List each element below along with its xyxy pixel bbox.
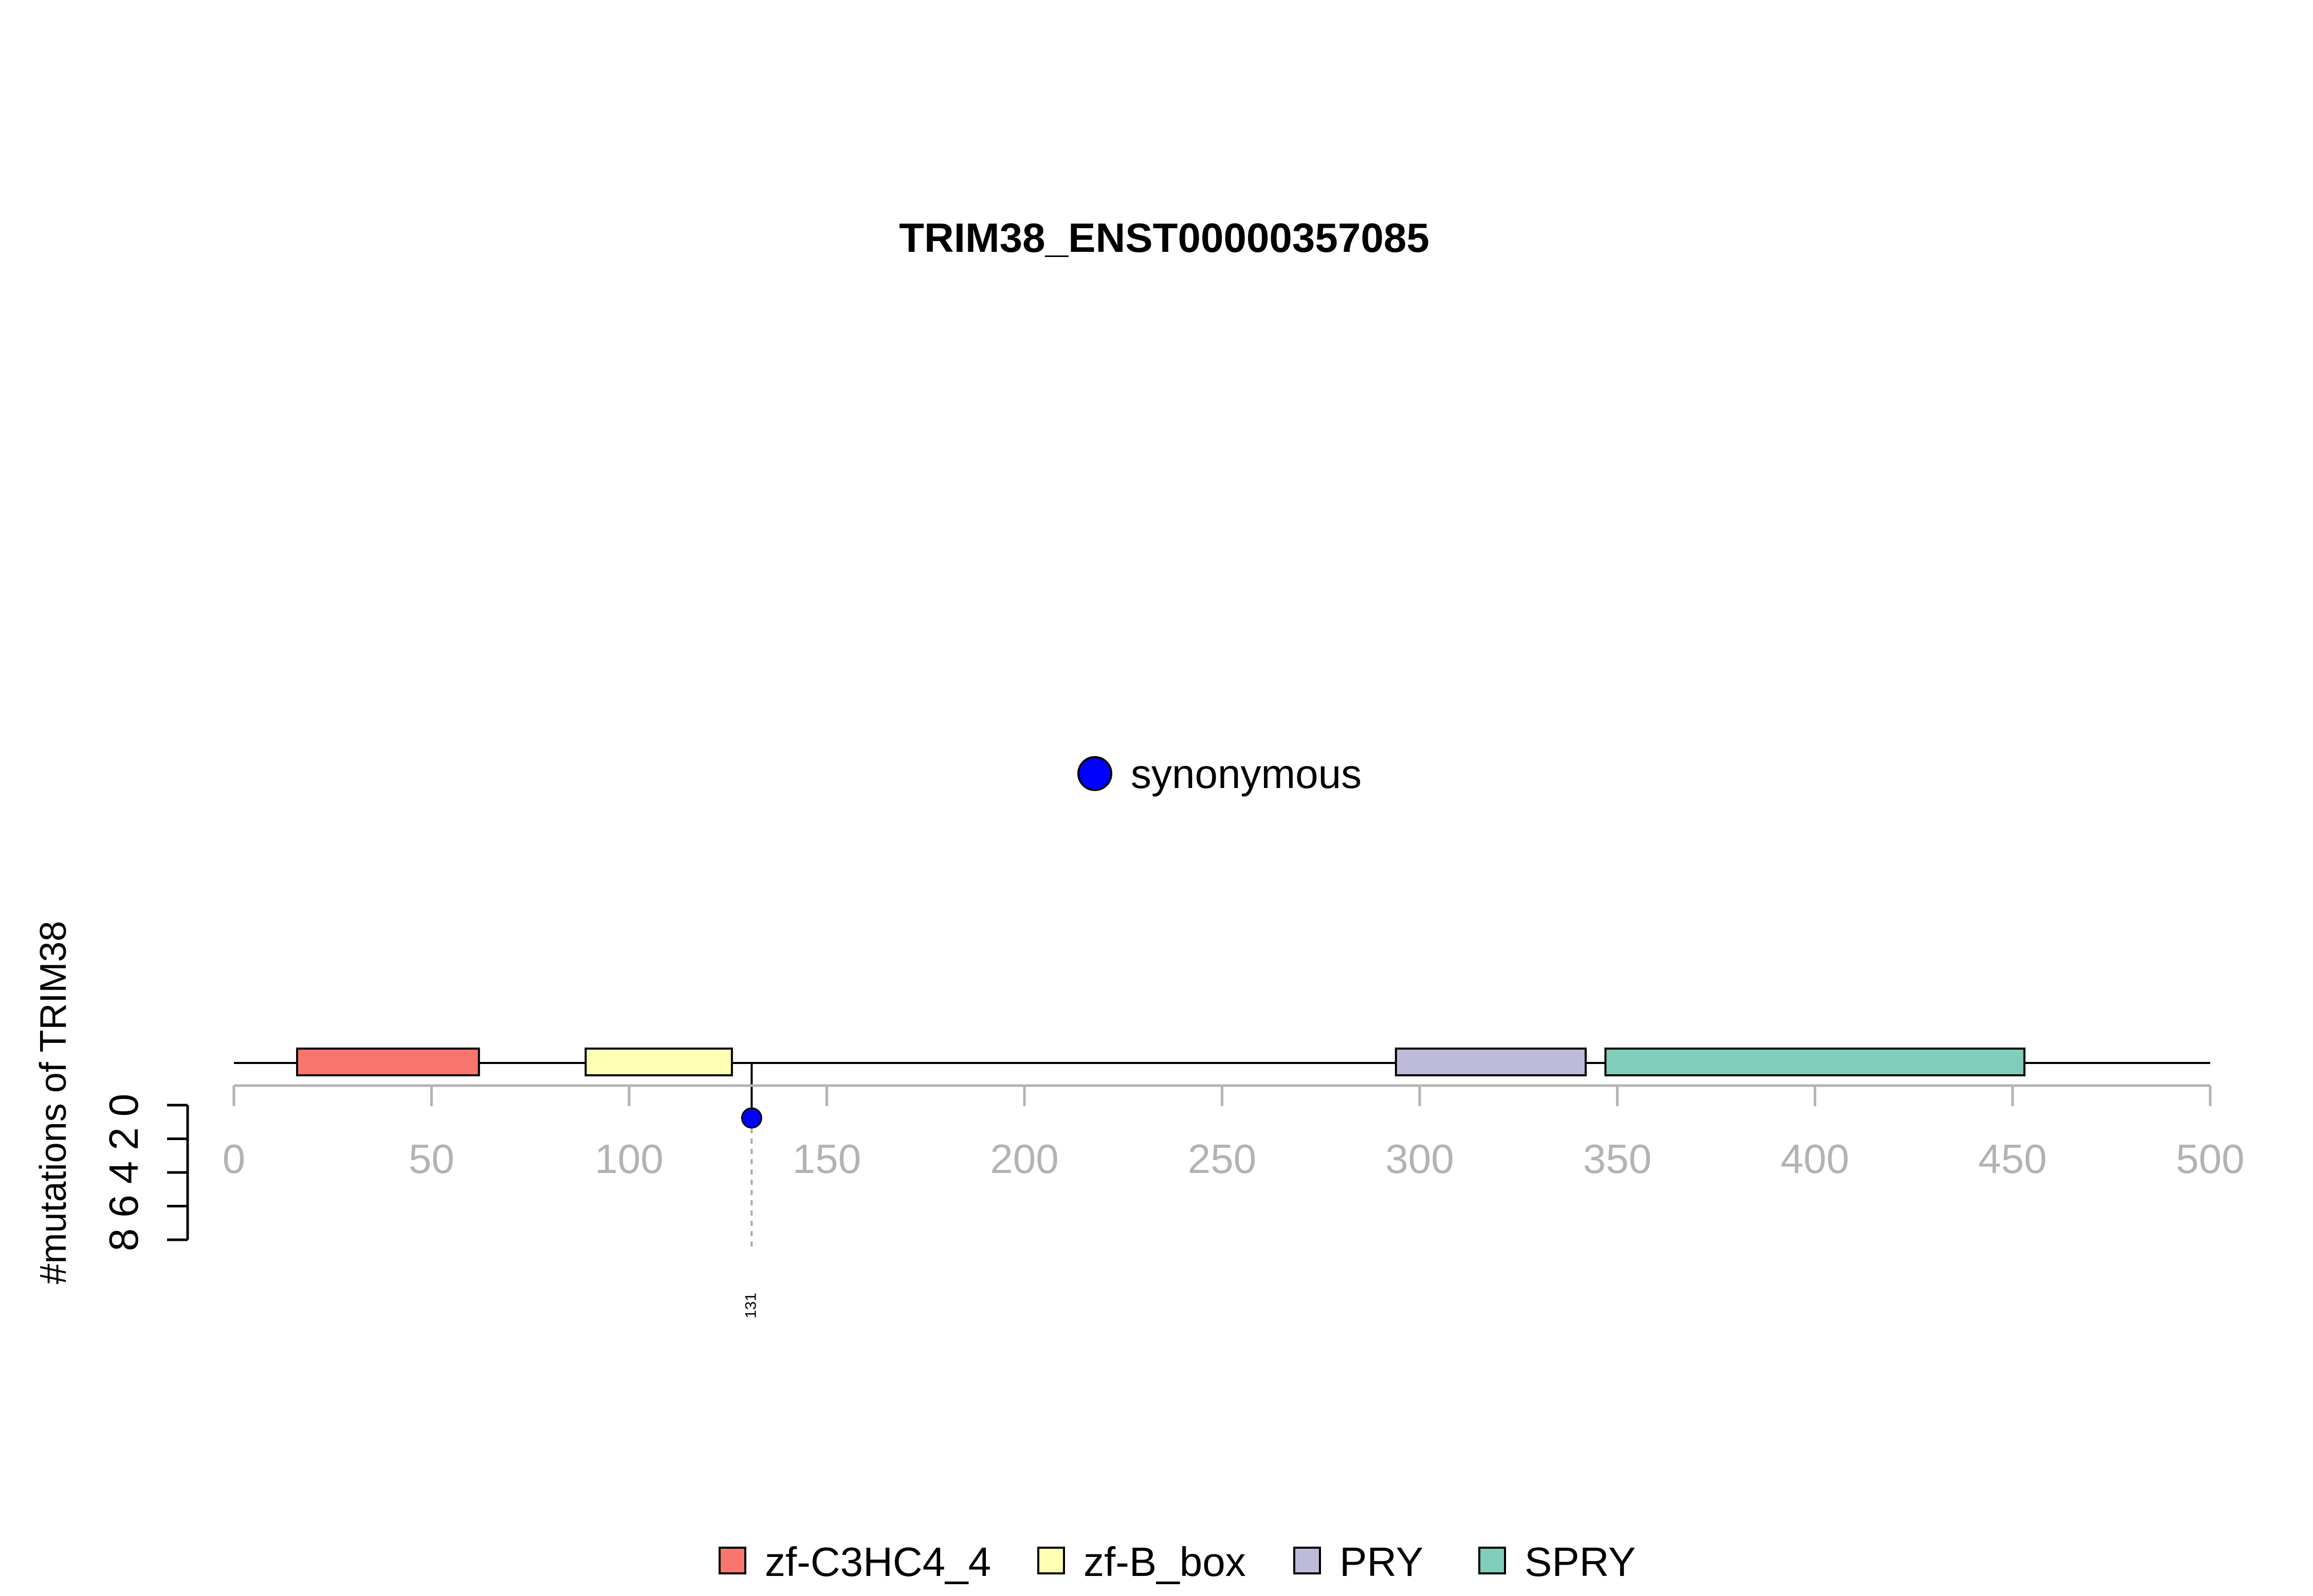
x-tick-label: 250: [1188, 1136, 1256, 1182]
mutation-position-label: 131: [742, 1293, 759, 1318]
chart-title: TRIM38_ENST00000357085: [899, 215, 1429, 261]
y-tick-label: 8: [101, 1228, 146, 1252]
x-tick-label: 500: [2176, 1136, 2244, 1182]
mutation-point: [741, 1107, 762, 1129]
mutations-layer: 131: [741, 1063, 762, 1318]
domain-box: [1394, 1048, 1587, 1076]
x-tick-label: 300: [1385, 1136, 1454, 1182]
mutation-type-legend-marker: [1077, 756, 1112, 791]
x-tick-label: 400: [1780, 1136, 1849, 1182]
x-tick-label: 50: [409, 1136, 454, 1182]
domain-legend-label: zf-B_box: [1084, 1539, 1246, 1585]
y-tick-label: 6: [101, 1195, 146, 1218]
domain-legend-label: PRY: [1339, 1539, 1423, 1585]
x-tick-label: 0: [223, 1136, 246, 1182]
domain-legend-swatch: [1478, 1547, 1506, 1574]
mutation-type-legend-label: synonymous: [1131, 751, 1362, 797]
domain-legend-label: zf-C3HC4_4: [765, 1539, 991, 1585]
domain-legend-swatch: [719, 1547, 746, 1574]
domain-box: [584, 1048, 733, 1076]
y-tick-label: 4: [101, 1161, 146, 1184]
x-tick-label: 350: [1583, 1136, 1651, 1182]
domain-legend-swatch: [1037, 1547, 1065, 1574]
mutation-type-legend: synonymous: [1077, 751, 1362, 797]
y-axis-label: #mutations of TRIM38: [33, 921, 74, 1285]
domain-legend: zf-C3HC4_4 zf-B_box PRY SPRY: [719, 1539, 1636, 1585]
domain-legend-label: SPRY: [1525, 1539, 1636, 1585]
domain-box: [296, 1048, 480, 1076]
x-tick-label: 100: [595, 1136, 663, 1182]
y-tick-label: 0: [101, 1094, 146, 1117]
x-tick-label: 150: [793, 1136, 861, 1182]
x-tick-label: 200: [990, 1136, 1058, 1182]
y-axis: 0 2 4 6 8: [101, 1094, 189, 1252]
domains-layer: [296, 1048, 2026, 1076]
domain-legend-swatch: [1293, 1547, 1321, 1574]
x-axis: 0 50 100 150 200 250 300 350 400 450 500: [223, 1084, 2245, 1182]
y-tick-label: 2: [101, 1127, 146, 1150]
domain-box: [1604, 1048, 2026, 1076]
x-tick-label: 450: [1978, 1136, 2047, 1182]
